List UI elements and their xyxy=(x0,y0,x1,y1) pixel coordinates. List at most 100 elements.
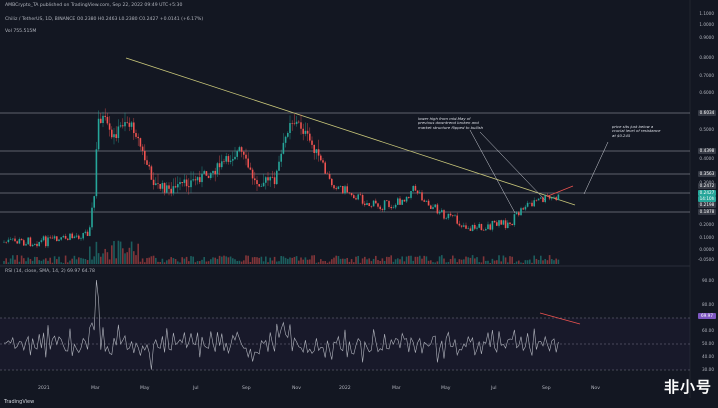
volume-bar xyxy=(212,257,214,264)
watermark-logo: 非小号 xyxy=(663,378,712,396)
rsi-value-box: 69.97 xyxy=(698,313,716,319)
volume-bar xyxy=(188,261,190,264)
candle-body xyxy=(258,184,260,187)
candle-body xyxy=(133,122,135,134)
candle-body xyxy=(73,236,76,239)
volume-bar xyxy=(443,258,445,264)
volume-bar xyxy=(170,257,172,264)
candle-body xyxy=(148,164,150,167)
price-level-box: 0.4398 xyxy=(698,148,716,154)
volume-bar xyxy=(531,262,533,264)
volume-bar xyxy=(251,257,254,264)
volume-bar xyxy=(333,257,335,264)
candle-body xyxy=(91,207,93,228)
volume-bar xyxy=(89,246,91,264)
volume-bar xyxy=(295,256,298,264)
volume-bar xyxy=(210,259,212,264)
candle-body xyxy=(421,192,423,201)
rsi-axis-label: 90.00 xyxy=(702,278,714,283)
candle-body xyxy=(465,225,467,229)
volume-bar xyxy=(381,258,384,264)
candle-body xyxy=(3,241,5,243)
price-level-box: 0.3563 xyxy=(698,171,716,177)
volume-bar xyxy=(515,261,518,264)
candle-body xyxy=(304,130,307,134)
volume-bar xyxy=(293,256,296,264)
candle-body xyxy=(45,236,47,247)
volume-bar xyxy=(509,256,511,264)
candle-body xyxy=(106,116,109,124)
volume-bar xyxy=(179,262,181,264)
candle-body xyxy=(353,195,355,199)
candle-body xyxy=(139,138,142,147)
candle-body xyxy=(476,227,478,229)
volume-bar xyxy=(322,261,324,264)
candle-body xyxy=(58,239,60,241)
candle-body xyxy=(452,215,454,216)
annotation-resistance: price sits just below a crucial level of… xyxy=(612,124,661,138)
volume-bar xyxy=(287,258,289,264)
candle-body xyxy=(141,146,144,151)
tradingview-logo[interactable]: TradingView xyxy=(4,399,35,405)
volume-bar xyxy=(78,257,80,264)
volume-bar xyxy=(240,261,243,264)
volume-bar xyxy=(280,256,282,264)
candle-body xyxy=(419,192,421,194)
volume-bar xyxy=(69,260,71,264)
candle-body xyxy=(47,237,49,247)
volume-bar xyxy=(100,256,102,264)
volume-bar xyxy=(199,261,201,264)
candle-body xyxy=(287,133,289,137)
candle-body xyxy=(170,188,172,194)
volume-bar xyxy=(375,255,377,264)
volume-bar xyxy=(284,257,287,264)
volume-bar xyxy=(14,259,16,264)
candle-body xyxy=(553,197,555,198)
volume-bar xyxy=(247,255,249,264)
candle-body xyxy=(364,203,366,206)
volume-bar xyxy=(84,258,87,264)
candle-body xyxy=(89,227,91,236)
candle-body xyxy=(518,212,520,216)
volume-bar xyxy=(427,260,430,264)
price-level-box: 0.2472 xyxy=(698,183,716,189)
volume-bar xyxy=(291,257,293,264)
volume-bar xyxy=(135,255,137,264)
candle-body xyxy=(548,196,551,199)
candle-body xyxy=(504,220,507,229)
candle-body xyxy=(509,222,511,225)
candle-body xyxy=(117,126,120,138)
candle-body xyxy=(438,212,441,214)
candle-body xyxy=(166,185,168,193)
candle-body xyxy=(425,200,428,202)
volume-bar xyxy=(18,261,21,264)
candle-body xyxy=(34,243,36,245)
candle-body xyxy=(463,225,465,227)
candle-body xyxy=(401,199,403,205)
volume-bar xyxy=(434,262,436,264)
volume-bar xyxy=(34,256,36,264)
candle-body xyxy=(177,184,179,188)
candle-body xyxy=(152,179,155,185)
rsi-axis-label: 50.00 xyxy=(702,341,714,346)
volume-bar xyxy=(474,258,476,264)
volume-bar xyxy=(436,261,439,264)
price-level-box: 0.2198 xyxy=(698,202,716,208)
volume-bar xyxy=(269,257,271,264)
candle-body xyxy=(498,220,500,226)
volume-bar xyxy=(238,260,241,264)
candle-body xyxy=(227,156,230,162)
time-axis-label: May xyxy=(140,386,150,391)
volume-bar xyxy=(181,257,183,264)
volume-bar xyxy=(513,262,516,264)
volume-bar xyxy=(557,259,560,264)
volume-bar xyxy=(67,262,69,264)
candle-body xyxy=(489,224,491,230)
volume-bar xyxy=(342,258,344,264)
volume-bar xyxy=(122,248,124,264)
volume-bar xyxy=(364,256,366,264)
candle-body xyxy=(502,220,505,225)
volume-bar xyxy=(27,257,29,264)
candle-body xyxy=(214,170,216,175)
